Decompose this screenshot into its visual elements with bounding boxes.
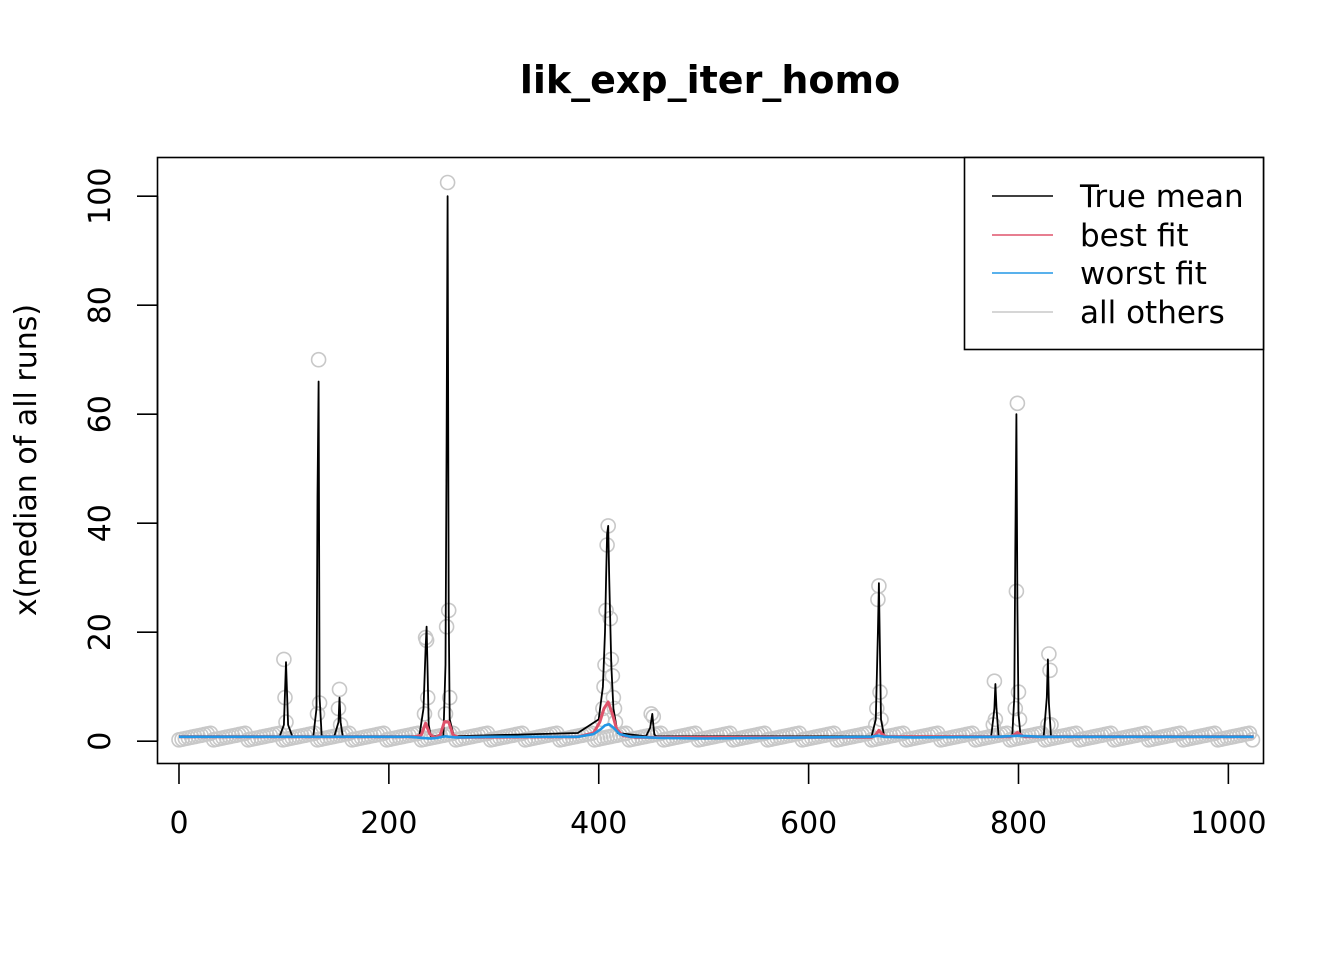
- chart-title: lik_exp_iter_homo: [520, 58, 900, 102]
- other-run-point: [1244, 731, 1261, 748]
- y-tick-label: 60: [83, 395, 118, 433]
- legend-box: [963, 156, 1265, 351]
- lines-layer: [179, 195, 1254, 740]
- x-tick-label: 0: [169, 806, 188, 841]
- x-tick-label: 200: [360, 806, 417, 841]
- legend: True mean best fit worst fit all others: [963, 156, 1265, 351]
- legend-label-worst-fit: worst fit: [1080, 256, 1207, 292]
- y-tick-label: 40: [83, 504, 118, 542]
- other-run-point: [278, 714, 294, 730]
- x-tick-label: 400: [570, 806, 627, 841]
- other-run-point: [1041, 646, 1057, 662]
- other-run-point: [986, 673, 1003, 690]
- y-tick-label: 100: [83, 168, 118, 225]
- x-tick-label: 800: [990, 806, 1047, 841]
- other-run-point: [276, 651, 292, 668]
- y-axis-label: x(median of all runs): [9, 304, 44, 616]
- worst-fit-line: [179, 723, 1254, 740]
- other-run-point: [439, 174, 456, 191]
- y-tick-label: 80: [83, 286, 118, 324]
- other-run-point: [310, 351, 327, 368]
- other-run-point: [416, 706, 433, 722]
- x-tick-label: 1000: [1190, 806, 1266, 841]
- other-run-point: [331, 681, 348, 698]
- y-tick-label: 0: [83, 732, 118, 751]
- y-tick-label: 20: [83, 613, 118, 651]
- other-run-point: [1042, 662, 1058, 679]
- x-axis: 0 200 400 600 800 1000: [169, 762, 1267, 841]
- other-run-point: [309, 706, 326, 722]
- legend-label-true-mean: True mean: [1079, 179, 1244, 215]
- other-run-point: [1009, 395, 1026, 412]
- legend-label-best-fit: best fit: [1080, 218, 1189, 254]
- other-run-point: [1008, 583, 1025, 600]
- plot-area: [171, 174, 1261, 748]
- y-axis: 0 20 40 60 80 100: [83, 168, 159, 751]
- other-run-point: [1007, 700, 1024, 717]
- legend-label-all-others: all others: [1080, 295, 1225, 331]
- x-tick-label: 600: [780, 806, 837, 841]
